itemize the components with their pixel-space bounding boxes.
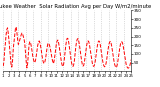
Title: Milwaukee Weather  Solar Radiation Avg per Day W/m2/minute: Milwaukee Weather Solar Radiation Avg pe… xyxy=(0,4,151,9)
